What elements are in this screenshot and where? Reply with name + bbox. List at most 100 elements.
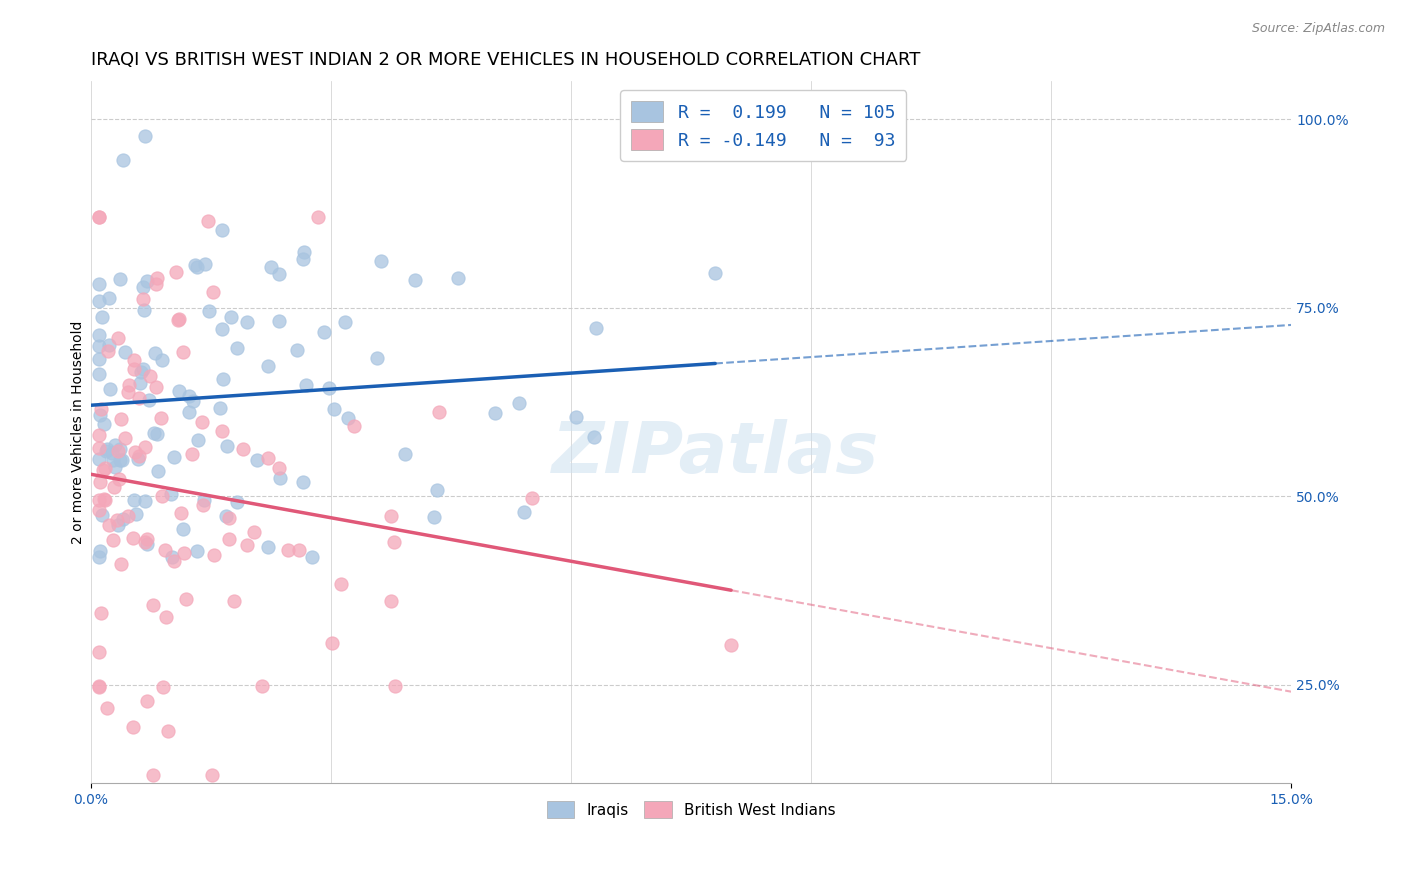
Point	[508, 396, 530, 410]
Point	[89, 408, 111, 422]
Point	[321, 636, 343, 650]
Point	[180, 447, 202, 461]
Point	[198, 303, 221, 318]
Point	[104, 438, 127, 452]
Point	[221, 310, 243, 324]
Y-axis label: 2 or more Vehicles in Household: 2 or more Vehicles in Household	[72, 320, 86, 544]
Point	[135, 532, 157, 546]
Point	[91, 462, 114, 476]
Point	[153, 543, 176, 558]
Point	[285, 343, 308, 358]
Point	[127, 452, 149, 467]
Point	[211, 424, 233, 438]
Point	[382, 535, 405, 549]
Point	[520, 491, 543, 505]
Point	[217, 439, 239, 453]
Point	[94, 460, 117, 475]
Point	[114, 431, 136, 445]
Point	[174, 592, 197, 607]
Point	[87, 210, 110, 224]
Point	[156, 723, 179, 738]
Point	[165, 265, 187, 279]
Point	[194, 257, 217, 271]
Text: Source: ZipAtlas.com: Source: ZipAtlas.com	[1251, 22, 1385, 36]
Text: IRAQI VS BRITISH WEST INDIAN 2 OR MORE VEHICLES IN HOUSEHOLD CORRELATION CHART: IRAQI VS BRITISH WEST INDIAN 2 OR MORE V…	[91, 51, 920, 69]
Point	[87, 428, 110, 442]
Point	[134, 535, 156, 549]
Point	[184, 259, 207, 273]
Point	[91, 310, 114, 325]
Point	[179, 405, 201, 419]
Point	[236, 315, 259, 329]
Point	[323, 402, 346, 417]
Point	[139, 369, 162, 384]
Point	[256, 540, 278, 554]
Point	[150, 410, 173, 425]
Point	[269, 461, 291, 475]
Point	[301, 549, 323, 564]
Point	[214, 508, 236, 523]
Point	[90, 402, 112, 417]
Point	[108, 442, 131, 456]
Point	[89, 544, 111, 558]
Point	[107, 518, 129, 533]
Point	[129, 365, 152, 379]
Point	[138, 392, 160, 407]
Point	[98, 517, 121, 532]
Point	[96, 701, 118, 715]
Point	[585, 321, 607, 335]
Point	[167, 384, 190, 398]
Point	[87, 277, 110, 291]
Point	[87, 680, 110, 694]
Point	[136, 274, 159, 288]
Point	[134, 494, 156, 508]
Point	[87, 293, 110, 308]
Point	[162, 549, 184, 564]
Point	[128, 450, 150, 464]
Point	[257, 359, 280, 373]
Point	[333, 315, 356, 329]
Point	[269, 314, 291, 328]
Point	[128, 391, 150, 405]
Point	[384, 679, 406, 693]
Point	[226, 495, 249, 509]
Point	[111, 512, 134, 526]
Point	[484, 406, 506, 420]
Point	[166, 313, 188, 327]
Point	[256, 450, 278, 465]
Point	[90, 508, 112, 522]
Point	[87, 452, 110, 467]
Point	[122, 353, 145, 368]
Point	[292, 475, 315, 490]
Point	[87, 492, 110, 507]
Point	[117, 509, 139, 524]
Point	[87, 679, 110, 693]
Point	[202, 285, 225, 300]
Point	[132, 362, 155, 376]
Point	[87, 441, 110, 455]
Point	[307, 210, 329, 224]
Point	[218, 533, 240, 547]
Point	[513, 505, 536, 519]
Point	[98, 337, 121, 351]
Point	[90, 606, 112, 620]
Point	[87, 339, 110, 353]
Point	[150, 353, 173, 368]
Point	[218, 510, 240, 524]
Point	[318, 381, 340, 395]
Point	[160, 486, 183, 500]
Point	[96, 442, 118, 456]
Point	[105, 513, 128, 527]
Point	[125, 507, 148, 521]
Point	[89, 367, 111, 381]
Point	[142, 768, 165, 782]
Point	[394, 447, 416, 461]
Point	[366, 351, 388, 365]
Point	[582, 430, 605, 444]
Point	[342, 418, 364, 433]
Point	[252, 679, 274, 693]
Point	[170, 506, 193, 520]
Point	[294, 377, 316, 392]
Point	[93, 417, 115, 431]
Point	[187, 433, 209, 447]
